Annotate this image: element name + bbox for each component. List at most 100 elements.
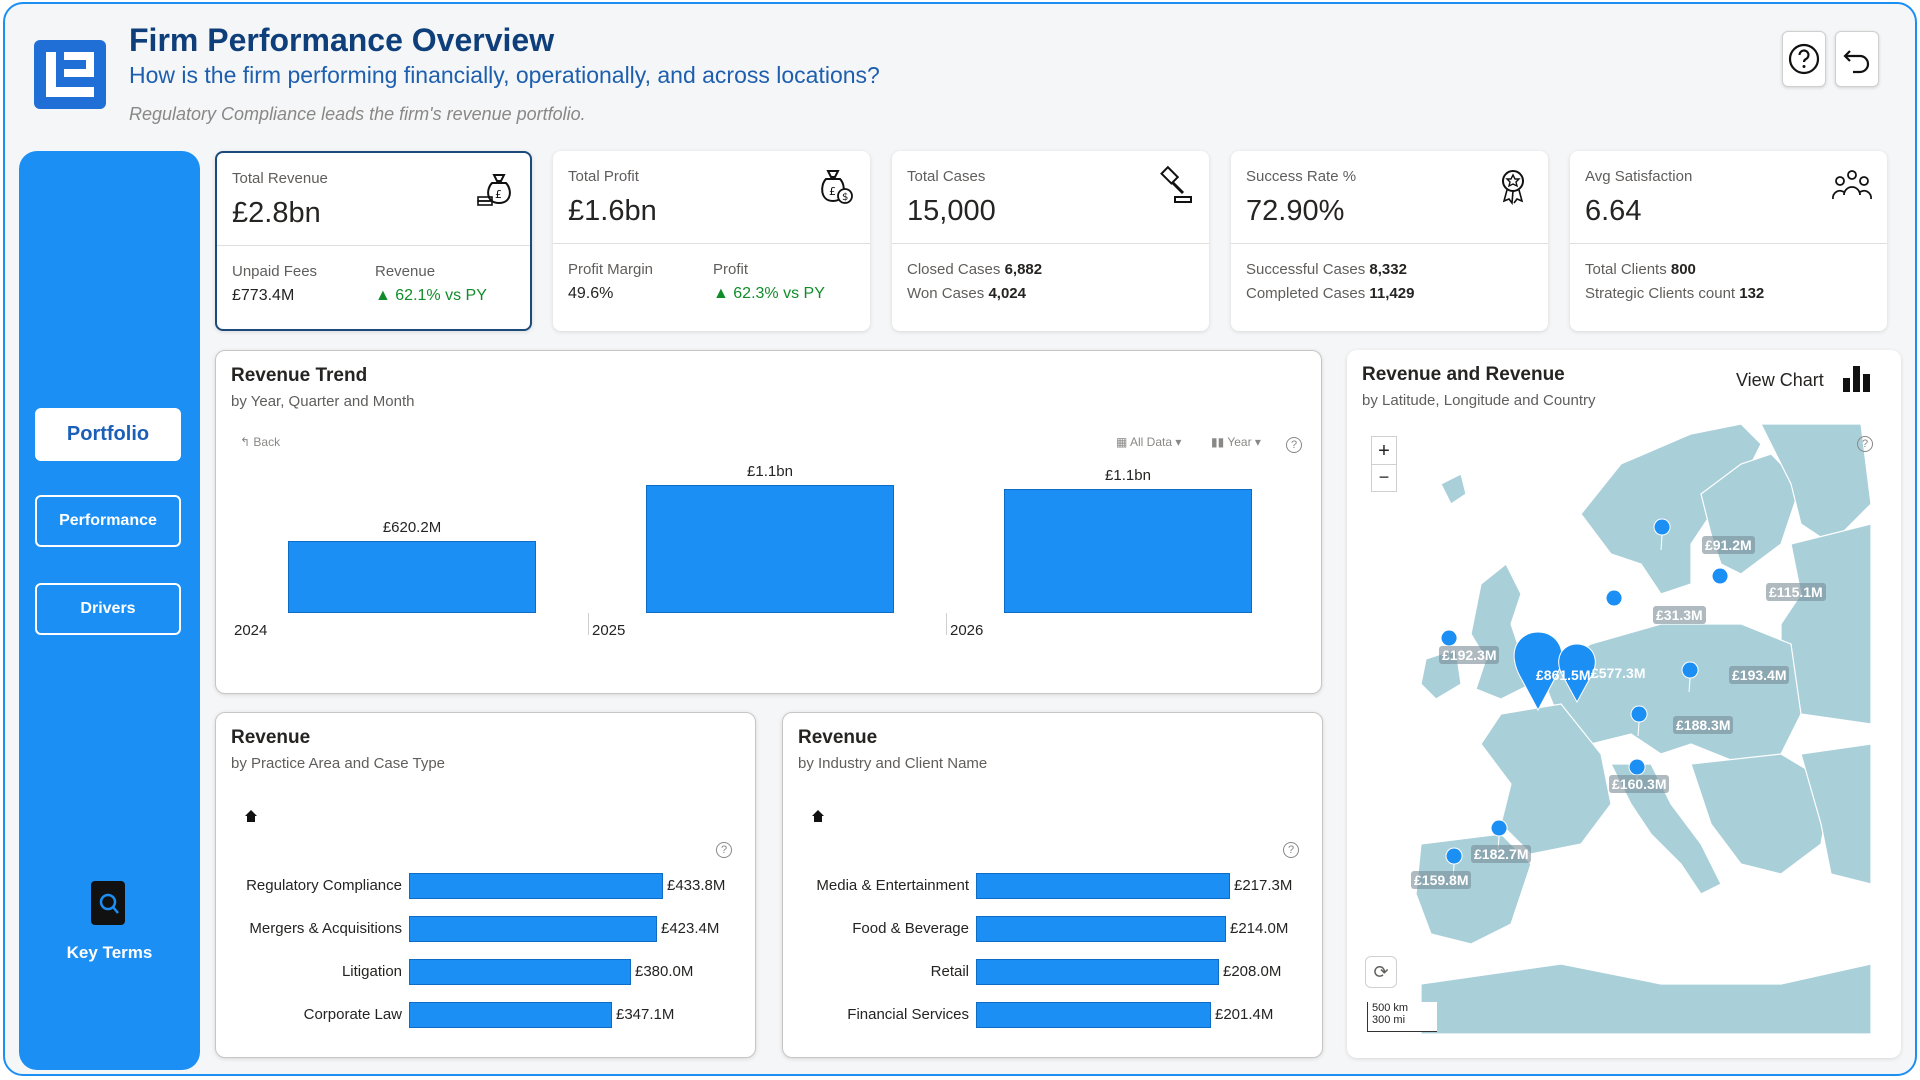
kpi-label: Success Rate % xyxy=(1246,168,1357,185)
level-dropdown[interactable]: ▮▮ Year ▾ xyxy=(1211,435,1261,449)
help-icon[interactable]: ? xyxy=(1283,842,1299,858)
insight-text: Regulatory Compliance leads the firm's r… xyxy=(129,104,586,124)
map-marker-label: £192.3M xyxy=(1439,646,1500,664)
bar-row[interactable]: Media & Entertainment £217.3M xyxy=(783,873,1322,899)
europe-map[interactable] xyxy=(1361,423,1872,1035)
map-marker-label: £188.3M xyxy=(1673,716,1734,734)
bar[interactable] xyxy=(976,959,1219,985)
trend-bar-2025[interactable] xyxy=(646,485,894,613)
report-canvas: Firm Performance Overview How is the fir… xyxy=(3,2,1917,1076)
kpi-divider xyxy=(892,243,1209,244)
svg-text:£: £ xyxy=(495,188,502,201)
key-terms-icon[interactable] xyxy=(91,881,125,925)
bar-category-label: Mergers & Acquisitions xyxy=(249,920,402,937)
bar-value-label: £217.3M xyxy=(1234,877,1293,894)
bar[interactable] xyxy=(976,916,1226,942)
bar[interactable] xyxy=(409,873,663,899)
trend-data-label: £1.1bn xyxy=(747,463,793,480)
bar-row[interactable]: Food & Beverage £214.0M xyxy=(783,916,1322,942)
kpi-divider xyxy=(1231,243,1548,244)
map-marker-label: £182.7M xyxy=(1471,845,1532,863)
help-icon[interactable]: ? xyxy=(716,842,732,858)
nav-drivers-button[interactable]: Drivers xyxy=(35,583,181,635)
bar-row[interactable]: Retail £208.0M xyxy=(783,959,1322,985)
map-markers-layer xyxy=(1440,518,1729,881)
map-panel: Revenue and Revenue by Latitude, Longitu… xyxy=(1347,350,1901,1058)
reset-map-button[interactable]: ⟳ xyxy=(1365,956,1397,988)
nav-portfolio-button[interactable]: Portfolio xyxy=(35,408,181,461)
industry-panel: Revenue by Industry and Client Name ? Me… xyxy=(782,712,1323,1058)
kpi-total-revenue[interactable]: Total Revenue £2.8bn £ Unpaid Fees £773.… xyxy=(215,151,532,331)
kpi-success-rate[interactable]: Success Rate % 72.90% Successful Cases 8… xyxy=(1231,151,1548,331)
map-marker xyxy=(1445,847,1463,881)
bar[interactable] xyxy=(976,873,1230,899)
bar-row[interactable]: Litigation £380.0M xyxy=(216,959,755,985)
trend-bar-2026[interactable] xyxy=(1004,489,1252,613)
bar[interactable] xyxy=(976,1002,1211,1028)
completed-cases-line: Completed Cases 11,429 xyxy=(1246,285,1415,302)
help-icon[interactable]: ? xyxy=(1286,437,1302,453)
kpi-value: 6.64 xyxy=(1585,195,1642,227)
view-chart-label[interactable]: View Chart xyxy=(1736,370,1824,390)
home-icon[interactable] xyxy=(811,809,825,823)
reset-button[interactable] xyxy=(1835,31,1879,87)
map-marker xyxy=(1630,705,1648,737)
bar-row[interactable]: Financial Services £201.4M xyxy=(783,1002,1322,1028)
bar-row[interactable]: Corporate Law £347.1M xyxy=(216,1002,755,1028)
bar-chart-icon[interactable] xyxy=(1841,362,1873,394)
map-marker-label: £159.8M xyxy=(1411,871,1472,889)
map-marker xyxy=(1628,758,1646,791)
bar-category-label: Retail xyxy=(930,963,969,980)
bar-value-label: £433.8M xyxy=(667,877,726,894)
page-title: Firm Performance Overview xyxy=(129,22,555,58)
kpi-divider xyxy=(553,243,870,244)
kpi-total-cases[interactable]: Total Cases 15,000 Closed Cases 6,882 Wo… xyxy=(892,151,1209,331)
map-marker xyxy=(1681,661,1699,693)
bar-category-label: Media & Entertainment xyxy=(816,877,969,894)
home-icon[interactable] xyxy=(244,809,258,823)
bar-row[interactable]: Regulatory Compliance £433.8M xyxy=(216,873,755,899)
kpi-avg-satisfaction[interactable]: Avg Satisfaction 6.64 Total Clients 800 … xyxy=(1570,151,1887,331)
undo-icon xyxy=(1843,50,1870,74)
kpi-total-profit[interactable]: Total Profit £1.6bn £ $ Profit Margin 49… xyxy=(553,151,870,331)
question-icon xyxy=(1788,43,1820,75)
trend-axis-divider xyxy=(588,613,589,635)
trend-bar-2024[interactable] xyxy=(288,541,536,613)
data-filter-dropdown[interactable]: ▦ All Data ▾ xyxy=(1116,435,1182,449)
map-marker-label: £193.4M xyxy=(1729,666,1790,684)
trend-data-label: £1.1bn xyxy=(1105,467,1151,484)
panel-subtitle: by Latitude, Longitude and Country xyxy=(1362,392,1596,409)
sidebar: Portfolio Performance Drivers Key Terms xyxy=(19,151,200,1070)
help-button[interactable] xyxy=(1782,31,1826,87)
revenue-growth-label: Revenue xyxy=(375,263,436,280)
zoom-in-button[interactable]: + xyxy=(1372,437,1396,465)
kpi-value: £2.8bn xyxy=(232,197,321,229)
zoom-out-button[interactable]: − xyxy=(1378,467,1390,487)
bar-value-label: £214.0M xyxy=(1230,920,1289,937)
money-bag-icon: £ xyxy=(477,174,511,206)
award-icon xyxy=(1502,170,1524,206)
panel-subtitle: by Practice Area and Case Type xyxy=(231,755,446,772)
bar[interactable] xyxy=(409,916,657,942)
refresh-icon: ⟳ xyxy=(1373,962,1389,982)
svg-text:$: $ xyxy=(842,192,848,203)
bar[interactable] xyxy=(409,959,631,985)
bar-category-label: Corporate Law xyxy=(303,1006,402,1023)
map-marker-label: £31.3M xyxy=(1653,606,1706,624)
bar[interactable] xyxy=(409,1002,612,1028)
bar-category-label: Food & Beverage xyxy=(852,920,969,937)
unpaid-fees-value: £773.4M xyxy=(232,287,295,304)
help-icon[interactable]: ? xyxy=(1857,436,1873,452)
panel-title: Revenue Trend xyxy=(231,365,368,386)
key-terms-link[interactable]: Key Terms xyxy=(66,943,153,962)
drill-back-button[interactable]: ↰ Back xyxy=(240,435,281,449)
profit-growth-value: ▲ 62.3% vs PY xyxy=(713,285,825,302)
map-marker xyxy=(1440,629,1458,661)
trend-axis-divider xyxy=(946,613,947,635)
page-subtitle: How is the firm performing financially, … xyxy=(129,62,880,88)
map-marker-label: £861.5M xyxy=(1536,667,1591,683)
bar-row[interactable]: Mergers & Acquisitions £423.4M xyxy=(216,916,755,942)
map-marker-label: £160.3M xyxy=(1609,775,1670,793)
nav-performance-button[interactable]: Performance xyxy=(35,495,181,547)
map-marker-label: £115.1M xyxy=(1766,583,1826,601)
